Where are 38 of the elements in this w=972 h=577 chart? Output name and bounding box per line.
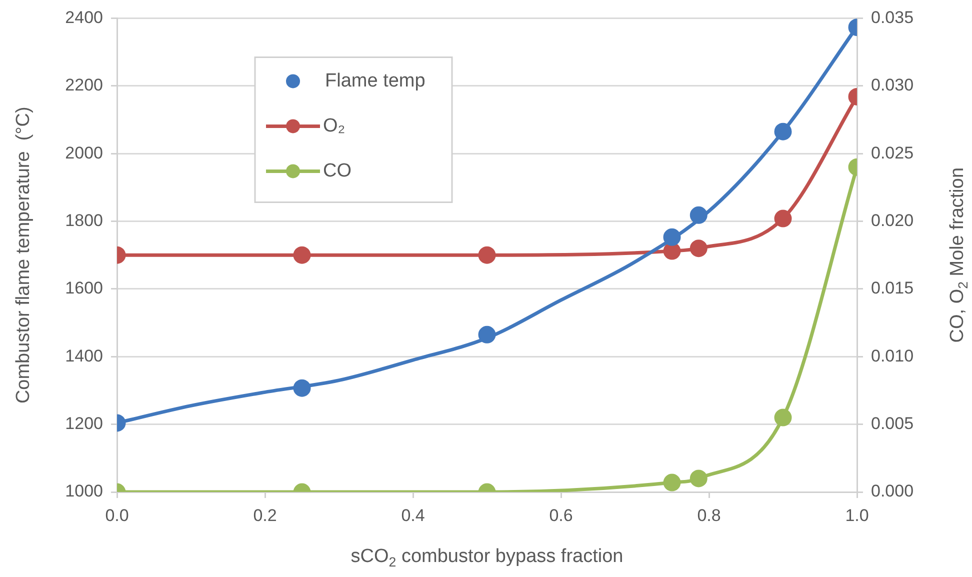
point: [478, 326, 496, 344]
point: [478, 246, 496, 264]
point: [690, 240, 708, 258]
point: [774, 408, 792, 426]
y2-tick-label: 0.005: [871, 414, 914, 433]
y-tick-label: 1400: [65, 346, 103, 366]
y2-axis-title: CO, O2 Mole fraction: [947, 167, 970, 343]
legend-label: CO: [323, 160, 352, 182]
x-tick-label: 0.2: [253, 506, 277, 525]
point: [690, 470, 708, 488]
y2-tick-label: 0.020: [871, 210, 914, 230]
y2-tick-label: 0.000: [871, 482, 914, 501]
y2-tick-label: 0.010: [871, 346, 914, 366]
y2-tick-label: 0.015: [871, 278, 914, 298]
y-tick-label: 1800: [65, 210, 103, 230]
x-tick-label: 0.0: [105, 506, 129, 525]
point: [774, 210, 792, 228]
y-tick-label: 1200: [65, 414, 103, 433]
y-tick-label: 1000: [65, 482, 103, 501]
y2-tick-label: 0.025: [871, 143, 914, 162]
legend-label: Flame temp: [325, 70, 426, 92]
point: [774, 122, 792, 140]
x-tick-label: 0.6: [549, 506, 573, 525]
y-tick-label: 2200: [65, 76, 103, 95]
point: [663, 242, 681, 260]
y2-tick-label: 0.035: [871, 8, 914, 27]
x-tick-label: 0.4: [401, 506, 425, 525]
y-tick-label: 2000: [65, 143, 103, 162]
x-tick-label: 0.8: [697, 506, 721, 525]
point: [690, 206, 708, 224]
point: [663, 228, 681, 246]
y-tick-label: 2400: [65, 8, 103, 27]
x-tick-label: 1.0: [845, 506, 869, 525]
y-axis-title: Combustor flame temperature (°C): [13, 106, 34, 404]
legend-label: O₂: [323, 115, 346, 136]
point: [663, 474, 681, 492]
y2-tick-label: 0.030: [871, 76, 914, 95]
y-tick-label: 1600: [65, 278, 103, 298]
